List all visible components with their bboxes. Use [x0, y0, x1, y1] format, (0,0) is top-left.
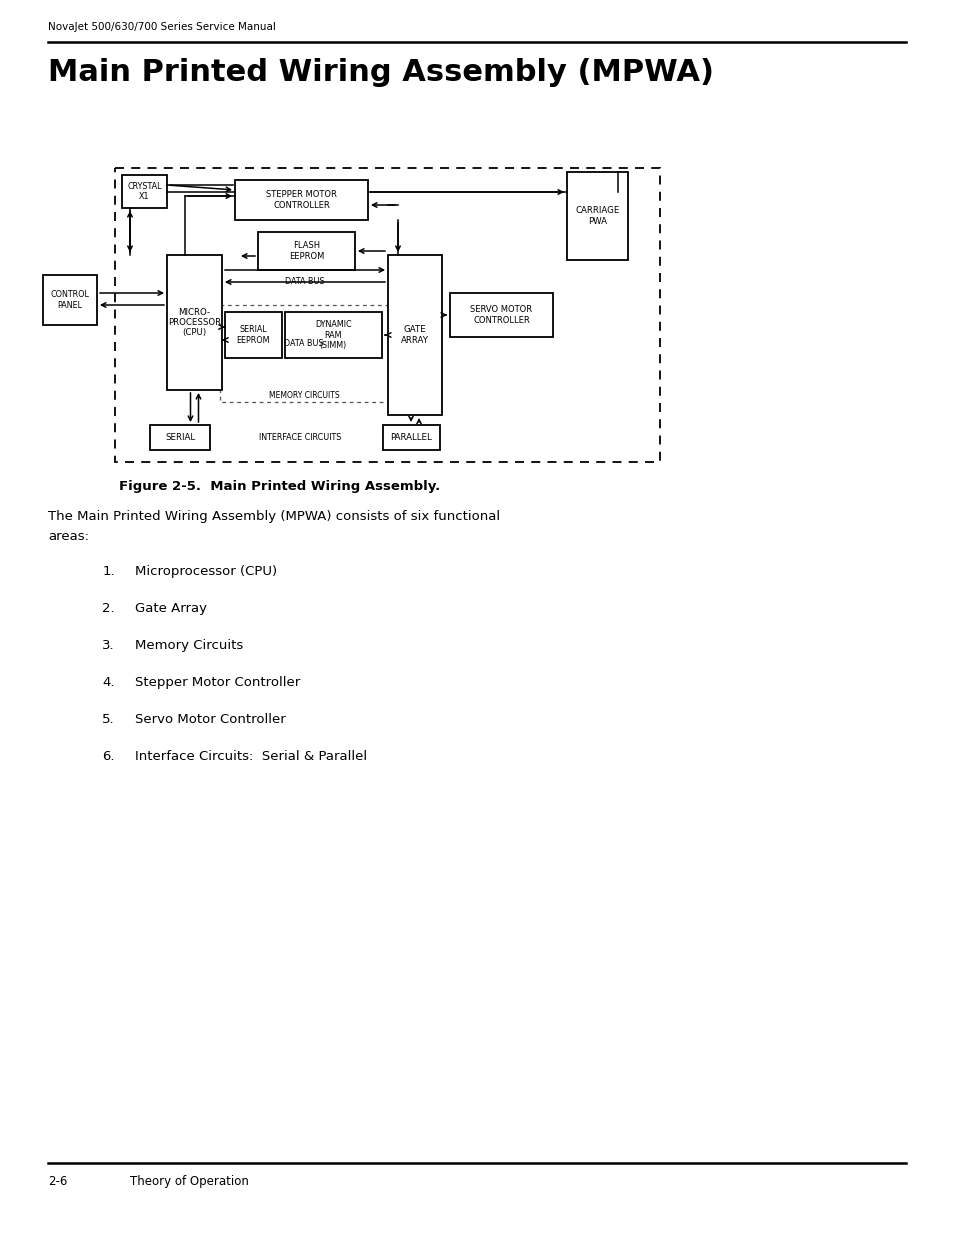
- Text: Stepper Motor Controller: Stepper Motor Controller: [135, 676, 300, 689]
- Bar: [220, 305, 388, 403]
- Bar: [566, 172, 627, 261]
- Bar: [122, 175, 167, 207]
- Bar: [234, 180, 368, 220]
- Bar: [167, 254, 222, 390]
- Text: 2.: 2.: [102, 601, 115, 615]
- Text: STEPPER MOTOR
CONTROLLER: STEPPER MOTOR CONTROLLER: [266, 190, 336, 210]
- Text: GATE
ARRAY: GATE ARRAY: [400, 325, 429, 345]
- Text: CARRIAGE
PWA: CARRIAGE PWA: [575, 206, 619, 226]
- Bar: [43, 275, 97, 325]
- Text: NovaJet 500/630/700 Series Service Manual: NovaJet 500/630/700 Series Service Manua…: [48, 22, 275, 32]
- Text: Interface Circuits:  Serial & Parallel: Interface Circuits: Serial & Parallel: [135, 750, 367, 763]
- Bar: [382, 425, 439, 450]
- Text: INTERFACE CIRCUITS: INTERFACE CIRCUITS: [258, 432, 341, 441]
- Text: SERIAL: SERIAL: [165, 433, 194, 442]
- Text: Gate Array: Gate Array: [135, 601, 207, 615]
- Text: Servo Motor Controller: Servo Motor Controller: [135, 713, 286, 726]
- Text: 3.: 3.: [102, 638, 115, 652]
- Text: DATA BUS: DATA BUS: [285, 278, 324, 287]
- Text: The Main Printed Wiring Assembly (MPWA) consists of six functional: The Main Printed Wiring Assembly (MPWA) …: [48, 510, 499, 522]
- Text: FLASH
EEPROM: FLASH EEPROM: [289, 241, 324, 261]
- Text: PARALLEL: PARALLEL: [390, 433, 432, 442]
- Text: Main Printed Wiring Assembly (MPWA): Main Printed Wiring Assembly (MPWA): [48, 58, 713, 86]
- Text: CRYSTAL
X1: CRYSTAL X1: [127, 182, 162, 201]
- Text: MEMORY CIRCUITS: MEMORY CIRCUITS: [269, 390, 339, 399]
- Text: MICRO-
PROCESSOR
(CPU): MICRO- PROCESSOR (CPU): [168, 308, 221, 337]
- Text: Memory Circuits: Memory Circuits: [135, 638, 243, 652]
- Text: SERVO MOTOR
CONTROLLER: SERVO MOTOR CONTROLLER: [470, 305, 532, 325]
- Text: CONTROL
PANEL: CONTROL PANEL: [51, 290, 90, 310]
- Bar: [450, 293, 553, 337]
- Text: 1.: 1.: [102, 564, 115, 578]
- Text: 2-6: 2-6: [48, 1174, 68, 1188]
- Text: DATA BUS: DATA BUS: [284, 338, 323, 348]
- Text: 6.: 6.: [102, 750, 115, 763]
- Bar: [150, 425, 210, 450]
- Text: Theory of Operation: Theory of Operation: [130, 1174, 249, 1188]
- Bar: [285, 312, 381, 358]
- Bar: [257, 232, 355, 270]
- Bar: [388, 254, 441, 415]
- Bar: [225, 312, 282, 358]
- Bar: [115, 168, 659, 462]
- Text: areas:: areas:: [48, 530, 89, 543]
- Text: 5.: 5.: [102, 713, 115, 726]
- Text: SERIAL
EEPROM: SERIAL EEPROM: [236, 325, 270, 345]
- Text: 4.: 4.: [102, 676, 115, 689]
- Text: DYNAMIC
RAM
(SIMM): DYNAMIC RAM (SIMM): [314, 320, 352, 350]
- Text: Microprocessor (CPU): Microprocessor (CPU): [135, 564, 276, 578]
- Text: Figure 2-5.  Main Printed Wiring Assembly.: Figure 2-5. Main Printed Wiring Assembly…: [119, 480, 440, 493]
